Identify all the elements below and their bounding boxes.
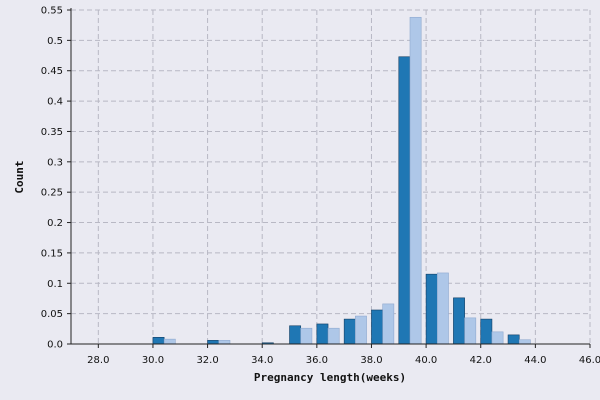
x-tick-label: 40.0 xyxy=(415,355,437,366)
ticks-layer: 0.0 0.05 0.1 0.15 0.2 0.25 0.3 0.35 0.4 0.45 0.5 0.… xyxy=(41,6,600,367)
bar-series-2 xyxy=(163,338,176,345)
bar-series-2 xyxy=(409,16,422,345)
bar-series-1 xyxy=(289,325,302,345)
bar-series-1 xyxy=(453,297,465,345)
x-tick-label: 42.0 xyxy=(470,355,492,366)
bar-series-2 xyxy=(437,272,449,345)
bar-series-2 xyxy=(518,339,531,345)
y-tick-label: 0.1 xyxy=(47,279,63,290)
bar-series-1 xyxy=(316,323,329,345)
bar-series-1 xyxy=(371,309,383,345)
axes-layer xyxy=(67,8,591,348)
x-tick-label: 36.0 xyxy=(306,355,328,366)
x-axis-title: Pregnancy length(weeks) xyxy=(254,371,406,384)
bar-series-2 xyxy=(382,303,395,345)
x-tick-label: 32.0 xyxy=(196,355,218,366)
y-tick-label: 0.55 xyxy=(41,6,63,17)
bars-layer xyxy=(152,16,531,345)
bar-series-2 xyxy=(327,327,340,345)
x-tick-label: 38.0 xyxy=(360,355,382,366)
y-tick-label: 0.0 xyxy=(47,340,63,351)
bar-series-1 xyxy=(398,56,411,345)
bar-series-1 xyxy=(507,334,520,345)
bar-series-1 xyxy=(425,273,438,345)
y-tick-label: 0.5 xyxy=(47,36,63,47)
y-tick-label: 0.15 xyxy=(41,248,63,259)
y-tick-label: 0.25 xyxy=(41,188,63,199)
bar-series-1 xyxy=(343,318,356,345)
y-tick-label: 0.05 xyxy=(41,309,63,320)
y-tick-label: 0.3 xyxy=(47,157,63,168)
bar-series-2 xyxy=(464,317,477,345)
x-tick-label: 46.0 xyxy=(579,355,600,366)
bar-series-2 xyxy=(355,315,367,345)
bar-series-2 xyxy=(218,340,231,345)
x-tick-label: 44.0 xyxy=(524,355,546,366)
bar-series-1 xyxy=(152,337,165,345)
y-tick-label: 0.45 xyxy=(41,66,63,77)
x-tick-label: 34.0 xyxy=(251,355,273,366)
x-tick-label: 30.0 xyxy=(142,355,164,366)
y-tick-label: 0.2 xyxy=(47,218,63,229)
bar-series-1 xyxy=(480,318,493,345)
y-axis-title: Count xyxy=(13,160,26,193)
bar-series-1 xyxy=(207,340,220,345)
x-tick-label: 28.0 xyxy=(87,355,109,366)
y-tick-label: 0.4 xyxy=(47,97,63,108)
bar-series-2 xyxy=(300,327,313,345)
y-tick-label: 0.35 xyxy=(41,127,63,138)
grid-layer xyxy=(71,9,591,344)
bar-series-2 xyxy=(491,331,504,345)
